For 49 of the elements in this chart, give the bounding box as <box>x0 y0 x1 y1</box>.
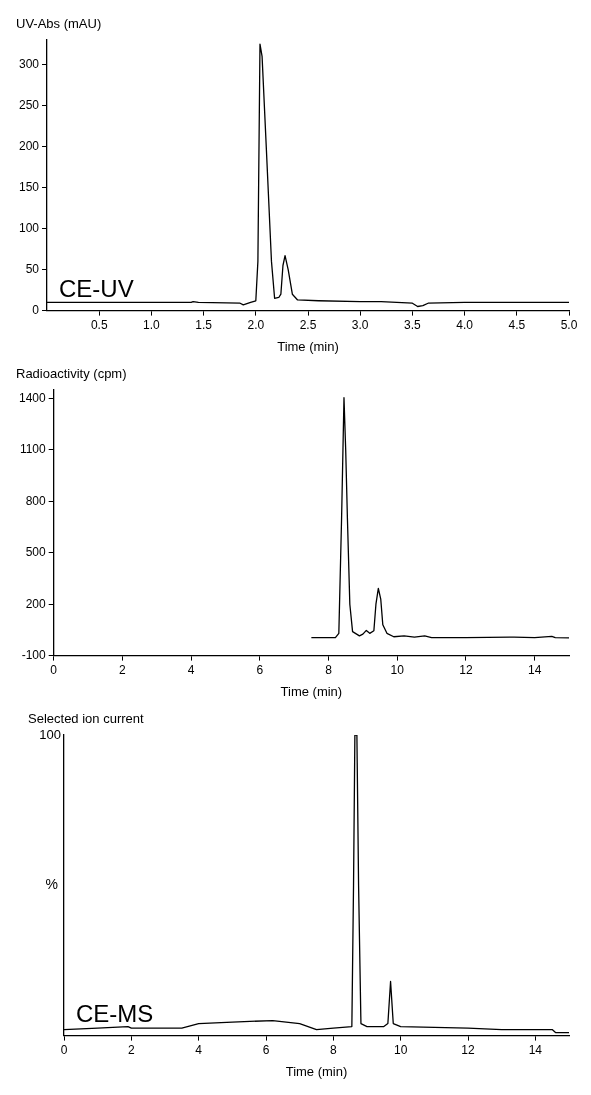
y-tick-label: 250 <box>18 97 40 112</box>
x-tick-label: 3.0 <box>351 318 369 333</box>
y-axis-title: % <box>45 876 58 893</box>
x-axis-title: Time (min) <box>280 684 343 700</box>
x-tick-label: 4 <box>195 1043 203 1058</box>
y-tick-label: 0 <box>32 302 40 317</box>
x-tick-label: 0 <box>50 663 58 678</box>
y-tick-label: 1400 <box>18 390 47 405</box>
x-tick-label: 8 <box>325 663 333 678</box>
y-tick-label: -100 <box>21 647 47 662</box>
x-tick-label: 0.5 <box>90 318 108 333</box>
x-tick-label: 0 <box>60 1043 68 1058</box>
x-axis-title: Time (min) <box>285 1064 348 1080</box>
y-tick-label: 300 <box>18 56 40 71</box>
y-tick-label: 150 <box>18 179 40 194</box>
y-tick-label: 800 <box>25 493 47 508</box>
x-tick-label: 14 <box>527 663 542 678</box>
text: 100 <box>39 726 61 742</box>
annotation: CE-UV <box>59 275 134 303</box>
x-tick-label: 2.5 <box>299 318 317 333</box>
x-tick-label: 2.0 <box>247 318 265 333</box>
x-tick-label: 14 <box>528 1043 543 1058</box>
x-tick-label: 10 <box>390 663 405 678</box>
x-tick-label: 4.0 <box>456 318 474 333</box>
x-tick-label: 12 <box>461 1043 475 1058</box>
x-tick-label: 10 <box>393 1043 408 1058</box>
y-tick-label: 200 <box>25 596 47 611</box>
chart-title: Selected ion current <box>28 711 145 726</box>
x-tick-label: 2 <box>119 663 127 678</box>
x-tick-label: 8 <box>329 1043 337 1058</box>
y-tick-label: 500 <box>25 545 47 560</box>
x-axis-title: Time (min) <box>277 339 339 355</box>
x-tick-label: 1.5 <box>195 318 213 333</box>
y-axis-title: UV-Abs (mAU) <box>16 16 102 31</box>
x-tick-label: 12 <box>459 663 473 678</box>
x-tick-label: 6 <box>256 663 264 678</box>
y-tick-label: 100 <box>18 220 40 235</box>
y-axis-title: Radioactivity (cpm) <box>16 366 127 381</box>
x-tick-label: 1.0 <box>143 318 161 333</box>
x-tick-label: 4 <box>187 663 195 678</box>
annotation: CE-MS <box>76 1000 154 1028</box>
y-tick-label: 50 <box>25 261 40 276</box>
x-tick-label: 2 <box>127 1043 135 1058</box>
x-tick-label: 4.5 <box>508 318 526 333</box>
x-tick-label: 3.5 <box>404 318 422 333</box>
y-tick-label: 200 <box>18 138 40 153</box>
y-tick-label: 1100 <box>19 442 47 457</box>
x-tick-label: 5.0 <box>560 318 578 333</box>
x-tick-label: 6 <box>262 1043 270 1058</box>
